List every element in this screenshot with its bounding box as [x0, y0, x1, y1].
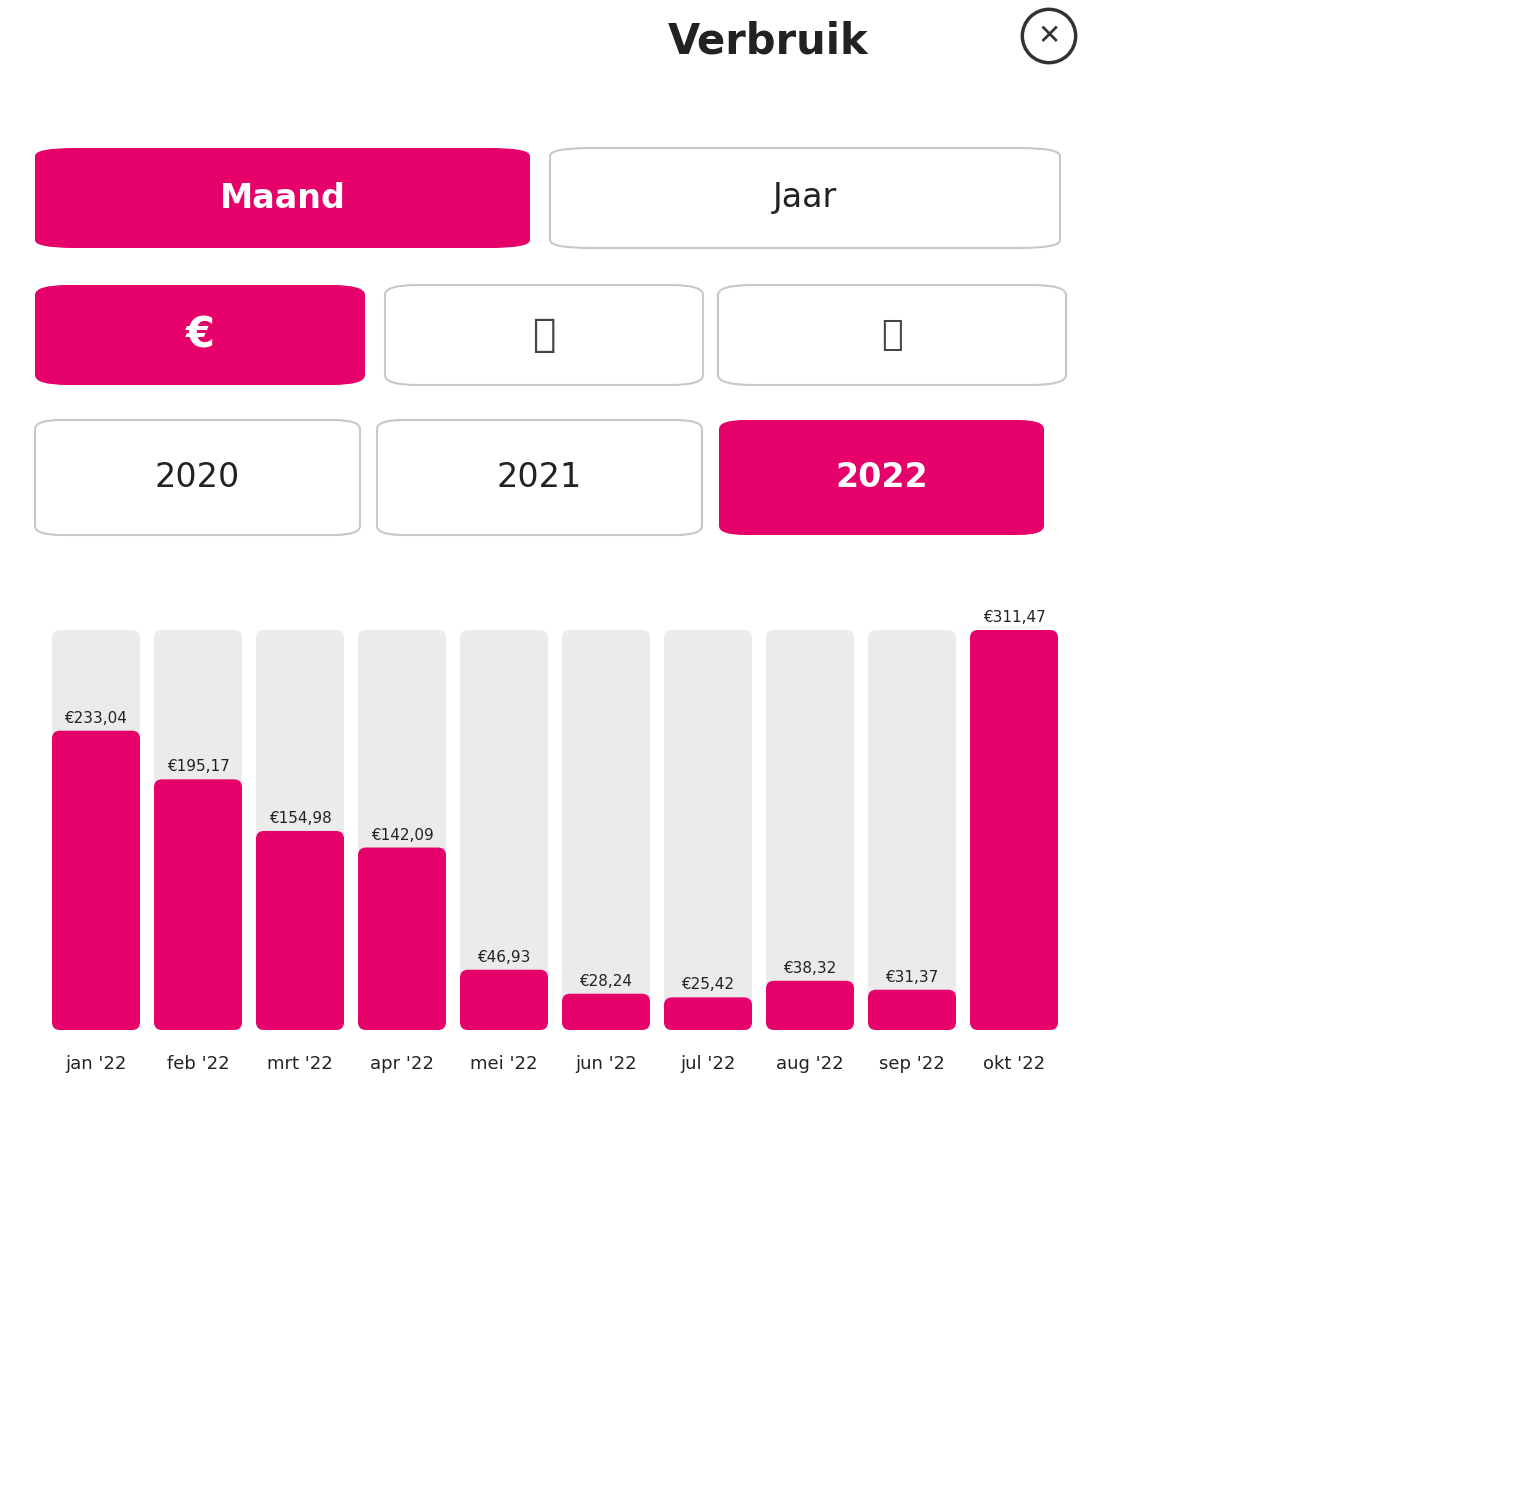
- Text: 2021: 2021: [496, 460, 582, 495]
- Text: 2022: 2022: [836, 460, 928, 495]
- Text: jul '22: jul '22: [680, 1054, 736, 1074]
- Text: jun '22: jun '22: [574, 1054, 637, 1074]
- Text: feb '22: feb '22: [167, 1054, 229, 1074]
- FancyBboxPatch shape: [459, 970, 548, 1031]
- Text: mei '22: mei '22: [470, 1054, 538, 1074]
- Text: Jaar: Jaar: [773, 181, 837, 214]
- FancyBboxPatch shape: [52, 731, 140, 1031]
- FancyBboxPatch shape: [766, 980, 854, 1031]
- Circle shape: [1023, 9, 1075, 62]
- FancyBboxPatch shape: [719, 420, 1044, 535]
- Text: sep '22: sep '22: [879, 1054, 945, 1074]
- FancyBboxPatch shape: [35, 285, 366, 385]
- FancyBboxPatch shape: [717, 285, 1066, 385]
- FancyBboxPatch shape: [459, 630, 548, 1031]
- Text: Verbruik: Verbruik: [668, 21, 868, 62]
- FancyBboxPatch shape: [562, 993, 650, 1031]
- FancyBboxPatch shape: [154, 780, 243, 1031]
- FancyBboxPatch shape: [868, 989, 955, 1031]
- Text: €31,37: €31,37: [885, 970, 938, 985]
- Text: €28,24: €28,24: [579, 974, 633, 989]
- FancyBboxPatch shape: [358, 630, 445, 1031]
- Text: Maand: Maand: [220, 181, 346, 214]
- Text: €195,17: €195,17: [166, 759, 229, 774]
- Text: okt '22: okt '22: [983, 1054, 1044, 1074]
- Text: mrt '22: mrt '22: [267, 1054, 333, 1074]
- FancyBboxPatch shape: [52, 630, 140, 1031]
- Text: €: €: [186, 313, 215, 356]
- FancyBboxPatch shape: [664, 998, 753, 1031]
- FancyBboxPatch shape: [376, 420, 702, 535]
- FancyBboxPatch shape: [154, 630, 243, 1031]
- FancyBboxPatch shape: [766, 630, 854, 1031]
- FancyBboxPatch shape: [971, 630, 1058, 1031]
- Text: €25,42: €25,42: [682, 977, 734, 992]
- Text: apr '22: apr '22: [370, 1054, 435, 1074]
- FancyBboxPatch shape: [257, 832, 344, 1031]
- FancyBboxPatch shape: [550, 148, 1060, 248]
- FancyBboxPatch shape: [971, 630, 1058, 1031]
- Text: €38,32: €38,32: [783, 961, 837, 976]
- Text: ✕: ✕: [1037, 22, 1061, 50]
- Text: €142,09: €142,09: [370, 827, 433, 842]
- Text: aug '22: aug '22: [776, 1054, 843, 1074]
- Text: 🔥: 🔥: [882, 318, 903, 352]
- Text: €154,98: €154,98: [269, 811, 332, 826]
- FancyBboxPatch shape: [35, 148, 530, 248]
- FancyBboxPatch shape: [664, 630, 753, 1031]
- Text: ⏻: ⏻: [533, 316, 556, 353]
- FancyBboxPatch shape: [868, 630, 955, 1031]
- Text: jan '22: jan '22: [66, 1054, 126, 1074]
- FancyBboxPatch shape: [562, 630, 650, 1031]
- Text: 2020: 2020: [155, 460, 240, 495]
- Text: €233,04: €233,04: [65, 711, 127, 726]
- FancyBboxPatch shape: [358, 848, 445, 1031]
- FancyBboxPatch shape: [257, 630, 344, 1031]
- FancyBboxPatch shape: [35, 420, 359, 535]
- Text: €311,47: €311,47: [983, 610, 1046, 625]
- FancyBboxPatch shape: [386, 285, 703, 385]
- Text: €46,93: €46,93: [478, 950, 530, 965]
